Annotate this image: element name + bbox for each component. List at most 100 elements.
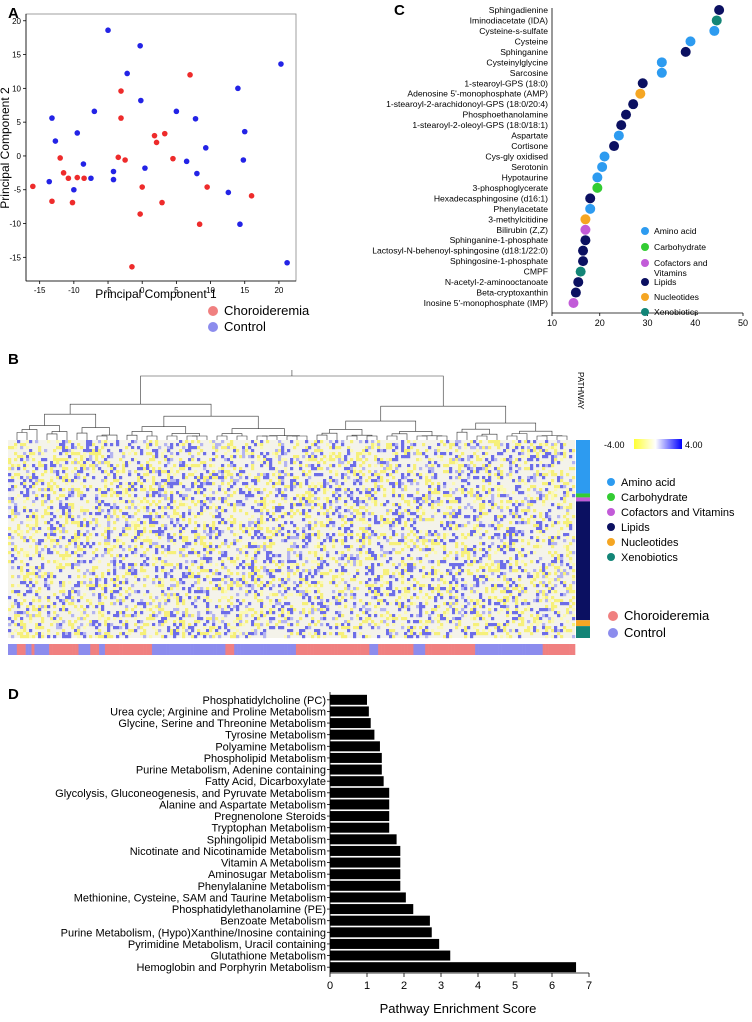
- heatmap-cell: [131, 521, 135, 525]
- heatmap-cell: [266, 482, 270, 486]
- heatmap-cell: [449, 596, 453, 600]
- heatmap-cell: [317, 608, 321, 612]
- heatmap-cell: [383, 554, 387, 558]
- heatmap-cell: [101, 440, 105, 444]
- heatmap-cell: [326, 458, 330, 462]
- heatmap-cell: [392, 491, 396, 495]
- heatmap-cell: [104, 476, 108, 480]
- heatmap-cell: [20, 533, 24, 537]
- heatmap-cell: [404, 476, 408, 480]
- heatmap-cell: [569, 524, 573, 528]
- heatmap-cell: [236, 557, 240, 561]
- heatmap-cell: [515, 563, 519, 567]
- heatmap-cell: [419, 569, 423, 573]
- heatmap-cell: [407, 569, 411, 573]
- heatmap-cell: [44, 533, 48, 537]
- heatmap-cell: [68, 602, 72, 606]
- heatmap-cell: [554, 542, 558, 546]
- heatmap-cell: [455, 524, 459, 528]
- heatmap-cell: [284, 500, 288, 504]
- heatmap-cell: [92, 569, 96, 573]
- heatmap-cell: [419, 557, 423, 561]
- heatmap-cell: [482, 488, 486, 492]
- heatmap-cell: [494, 566, 498, 570]
- heatmap-cell: [281, 479, 285, 483]
- heatmap-cell: [434, 473, 438, 477]
- heatmap-cell: [53, 461, 57, 465]
- heatmap-cell: [551, 608, 555, 612]
- heatmap-cell: [242, 566, 246, 570]
- heatmap-cell: [35, 542, 39, 546]
- heatmap-cell: [461, 479, 465, 483]
- heatmap-cell: [569, 551, 573, 555]
- heatmap-cell: [197, 485, 201, 489]
- heatmap-cell: [377, 602, 381, 606]
- heatmap-cell: [320, 503, 324, 507]
- heatmap-cell: [53, 530, 57, 534]
- heatmap-cell: [434, 605, 438, 609]
- heatmap-cell: [491, 584, 495, 588]
- heatmap-cell: [122, 464, 126, 468]
- heatmap-cell: [338, 605, 342, 609]
- heatmap-cell: [296, 494, 300, 498]
- heatmap-cell: [407, 449, 411, 453]
- heatmap-cell: [278, 515, 282, 519]
- heatmap-cell: [38, 587, 42, 591]
- heatmap-cell: [518, 530, 522, 534]
- heatmap-cell: [392, 512, 396, 516]
- heatmap-cell: [476, 458, 480, 462]
- heatmap-cell: [146, 506, 150, 510]
- heatmap-cell: [524, 467, 528, 471]
- heatmap-cell: [446, 464, 450, 468]
- heatmap-cell: [116, 485, 120, 489]
- heatmap-cell: [386, 611, 390, 615]
- heatmap-cell: [191, 485, 195, 489]
- heatmap-cell: [230, 473, 234, 477]
- heatmap-cell: [275, 518, 279, 522]
- heatmap-cell: [407, 500, 411, 504]
- heatmap-cell: [368, 539, 372, 543]
- heatmap-cell: [464, 560, 468, 564]
- heatmap-cell: [515, 530, 519, 534]
- heatmap-cell: [17, 602, 21, 606]
- heatmap-cell: [182, 614, 186, 618]
- heatmap-cell: [401, 602, 405, 606]
- heatmap-cell: [557, 560, 561, 564]
- heatmap-cell: [344, 563, 348, 567]
- heatmap-cell: [404, 587, 408, 591]
- heatmap-cell: [524, 569, 528, 573]
- heatmap-cell: [233, 560, 237, 564]
- heatmap-cell: [131, 548, 135, 552]
- heatmap-cell: [77, 569, 81, 573]
- heatmap-cell: [32, 470, 36, 474]
- heatmap-cell: [275, 602, 279, 606]
- heatmap-cell: [188, 542, 192, 546]
- heatmap-cell: [74, 467, 78, 471]
- heatmap-cell: [101, 575, 105, 579]
- heatmap-cell: [170, 569, 174, 573]
- heatmap-cell: [380, 515, 384, 519]
- heatmap-cell: [452, 482, 456, 486]
- heatmap-cell: [530, 500, 534, 504]
- heatmap-cell: [509, 584, 513, 588]
- heatmap-cell: [305, 464, 309, 468]
- control-point: [52, 138, 59, 144]
- heatmap-cell: [572, 494, 576, 498]
- heatmap-cell: [335, 455, 339, 459]
- heatmap-cell: [152, 470, 156, 474]
- heatmap-cell: [317, 440, 321, 444]
- heatmap-cell: [431, 596, 435, 600]
- heatmap-cell: [122, 587, 126, 591]
- heatmap-cell: [554, 473, 558, 477]
- heatmap-cell: [533, 473, 537, 477]
- heatmap-cell: [41, 515, 45, 519]
- heatmap-cell: [563, 485, 567, 489]
- heatmap-cell: [551, 521, 555, 525]
- heatmap-cell: [497, 443, 501, 447]
- heatmap-cell: [287, 485, 291, 489]
- heatmap-cell: [77, 476, 81, 480]
- heatmap-cell: [77, 581, 81, 585]
- heatmap-cell: [521, 530, 525, 534]
- heatmap-cell: [26, 614, 30, 618]
- heatmap-cell: [215, 605, 219, 609]
